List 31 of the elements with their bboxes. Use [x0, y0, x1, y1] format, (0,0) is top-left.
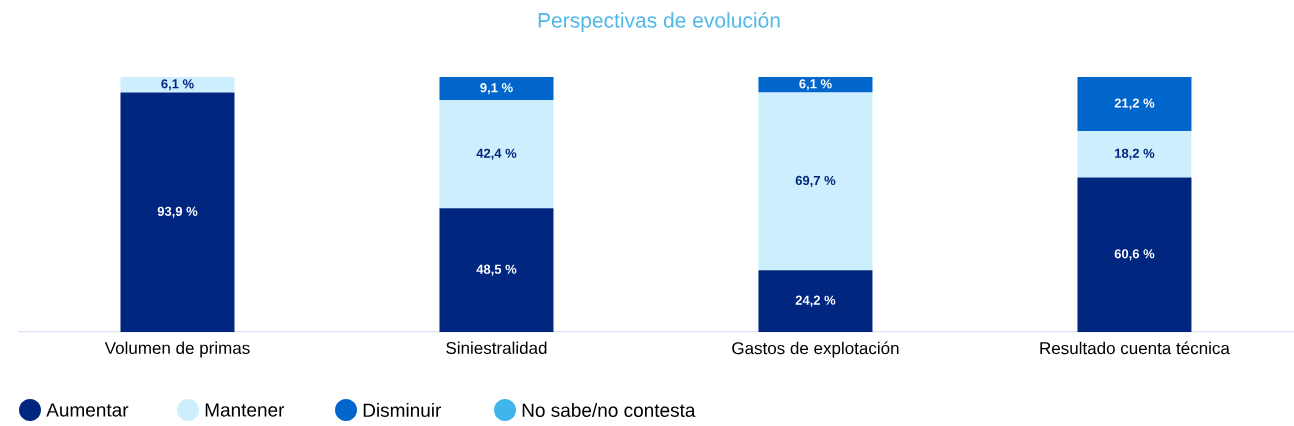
data-label: 21,2 % [1114, 98, 1155, 110]
data-label: 48,5 % [476, 264, 517, 276]
bar [439, 100, 554, 209]
data-label: 6,1 % [161, 79, 194, 91]
legend-label: Mantener [205, 403, 285, 417]
bar [758, 270, 873, 332]
bar [120, 92, 235, 332]
legend-label: Aumentar [46, 403, 129, 417]
data-label: 69,7 % [795, 175, 836, 187]
bar [439, 77, 554, 101]
data-label: 60,6 % [1114, 249, 1155, 261]
bar [758, 92, 873, 271]
bar [439, 208, 554, 332]
data-label: 18,2 % [1115, 148, 1155, 160]
data-label: 6,1 % [799, 79, 832, 91]
bar [120, 77, 235, 93]
legend-label: No sabe/no contesta [522, 403, 696, 417]
x-tick-label: Volumen de primas [104, 341, 250, 358]
data-label: 24,2 % [795, 295, 836, 307]
x-tick-label: Resultado cuenta técnica [1040, 341, 1230, 355]
x-tick-label: Siniestralidad [446, 341, 547, 355]
data-label: 9,1 % [480, 83, 513, 95]
legend-label: Disminuir [363, 403, 442, 417]
x-tick-label: Gastos de explotación [732, 341, 899, 358]
data-label: 42,4 % [476, 148, 517, 160]
bar [1077, 131, 1192, 178]
bar [1077, 77, 1192, 132]
bar [758, 77, 873, 93]
data-label: 93,9 % [157, 206, 198, 218]
bar [1077, 177, 1192, 332]
chart-title: Perspectivas de evolución [538, 12, 780, 32]
